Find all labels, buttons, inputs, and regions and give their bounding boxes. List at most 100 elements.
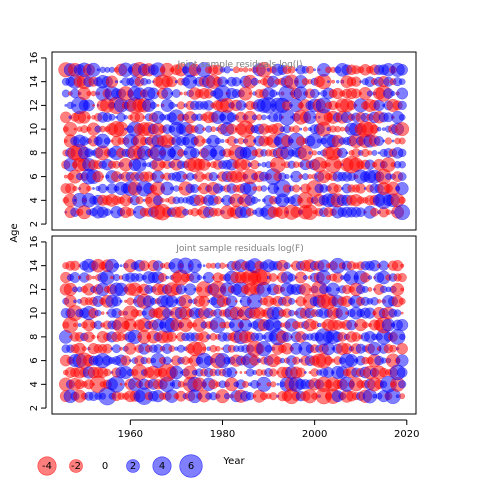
residual-bubble bbox=[119, 346, 124, 351]
residual-bubble bbox=[146, 79, 152, 85]
residual-bubble bbox=[220, 138, 225, 143]
residual-bubble bbox=[234, 299, 238, 303]
residual-bubble bbox=[396, 367, 408, 378]
residual-bubble bbox=[214, 137, 222, 145]
residual-bubble bbox=[396, 64, 408, 76]
residual-bubble bbox=[398, 297, 406, 305]
residual-bubble bbox=[399, 333, 406, 341]
residual-bubble bbox=[367, 275, 373, 280]
residual-bubble bbox=[135, 196, 144, 205]
y-tick-label: 12 bbox=[29, 283, 40, 296]
residual-bubble bbox=[168, 345, 176, 353]
residual-bubble bbox=[367, 286, 373, 292]
residual-bubble bbox=[391, 139, 395, 143]
residual-bubble bbox=[103, 137, 111, 145]
y-tick-label: 14 bbox=[29, 75, 40, 88]
residual-bubble bbox=[398, 137, 406, 145]
residual-bubble bbox=[92, 104, 95, 107]
legend-label: 0 bbox=[102, 461, 108, 472]
residual-bubble bbox=[197, 263, 202, 268]
residual-bubble bbox=[257, 162, 262, 167]
residual-bubble bbox=[142, 162, 147, 167]
residual-bubble bbox=[345, 151, 349, 155]
residual-bubble bbox=[112, 273, 121, 282]
residual-bubble bbox=[234, 371, 238, 374]
residual-bubble bbox=[248, 92, 252, 95]
legend-label: -2 bbox=[71, 461, 81, 472]
residual-bubble bbox=[359, 80, 363, 84]
residual-bubble bbox=[398, 114, 406, 121]
residual-bubble bbox=[86, 90, 92, 96]
legend-bubble bbox=[179, 454, 203, 478]
residual-bubble bbox=[395, 354, 409, 367]
y-tick-label: 4 bbox=[29, 197, 40, 203]
residual-bubble bbox=[302, 126, 308, 132]
residual-bubble bbox=[231, 76, 242, 87]
y-tick-label: 2 bbox=[29, 221, 40, 227]
residual-bubble bbox=[334, 125, 341, 133]
residual-bubble bbox=[202, 264, 206, 268]
residual-bubble bbox=[292, 356, 301, 365]
residual-bubble bbox=[242, 380, 249, 388]
residual-bubble bbox=[81, 346, 87, 352]
residual-bubble bbox=[269, 89, 278, 98]
residual-bubble bbox=[361, 321, 369, 329]
residual-bubble bbox=[250, 77, 259, 86]
y-axis-label: Age bbox=[9, 223, 20, 242]
residual-bubble bbox=[90, 90, 97, 97]
residual-bubble bbox=[187, 258, 202, 273]
residual-bubble bbox=[385, 209, 392, 215]
residual-bubble bbox=[86, 115, 91, 120]
residual-bubble bbox=[288, 309, 295, 317]
residual-bubble bbox=[224, 393, 231, 400]
residual-bubble bbox=[381, 127, 386, 131]
residual-bubble bbox=[252, 186, 257, 191]
residual-bubble bbox=[77, 323, 82, 327]
legend-label: 2 bbox=[130, 461, 136, 472]
residual-bubble bbox=[398, 380, 407, 389]
residual-bubble bbox=[91, 275, 96, 280]
legend-bubble bbox=[37, 456, 57, 476]
residual-bubble bbox=[163, 356, 172, 365]
residual-bubble bbox=[187, 299, 193, 304]
y-tick-label: 16 bbox=[29, 236, 40, 249]
residual-bubble bbox=[302, 275, 308, 281]
residual-bubble bbox=[269, 392, 278, 401]
residual-bubble bbox=[264, 344, 273, 353]
residual-bubble bbox=[92, 187, 95, 190]
residual-bubble bbox=[339, 126, 345, 132]
residual-bubble bbox=[317, 92, 321, 95]
x-tick-label: 2020 bbox=[394, 429, 419, 440]
residual-bubble bbox=[257, 198, 261, 202]
residual-bubble bbox=[114, 80, 118, 84]
y-tick-label: 14 bbox=[29, 259, 40, 272]
y-tick-label: 6 bbox=[29, 357, 40, 363]
residual-bubble bbox=[390, 90, 396, 96]
residual-bubble bbox=[269, 368, 278, 377]
residual-bubble bbox=[396, 343, 408, 355]
residual-bubble bbox=[331, 79, 335, 84]
residual-bubble bbox=[242, 67, 249, 73]
legend-label: 4 bbox=[159, 461, 165, 472]
residual-bubble bbox=[371, 149, 378, 156]
residual-bubble bbox=[73, 127, 77, 131]
residual-bubble bbox=[327, 80, 330, 84]
residual-bubble bbox=[72, 185, 78, 192]
residual-bubble bbox=[239, 371, 243, 374]
residual-bubble bbox=[215, 345, 221, 352]
residual-bubble bbox=[86, 185, 92, 192]
residual-bubble bbox=[367, 150, 373, 156]
residual-bubble bbox=[101, 175, 105, 179]
residual-bubble bbox=[400, 287, 405, 292]
y-tick-label: 10 bbox=[29, 307, 40, 320]
residual-bubble bbox=[160, 197, 165, 203]
residual-bubble bbox=[376, 298, 382, 304]
residual-bubble bbox=[149, 101, 157, 109]
residual-bubble bbox=[260, 185, 268, 192]
residual-bubble bbox=[396, 319, 409, 332]
legend-bubble bbox=[69, 459, 83, 473]
residual-bubble bbox=[136, 309, 143, 317]
residual-bubble bbox=[303, 371, 307, 374]
legend-label: -4 bbox=[42, 461, 52, 472]
x-tick-label: 1980 bbox=[210, 429, 235, 440]
